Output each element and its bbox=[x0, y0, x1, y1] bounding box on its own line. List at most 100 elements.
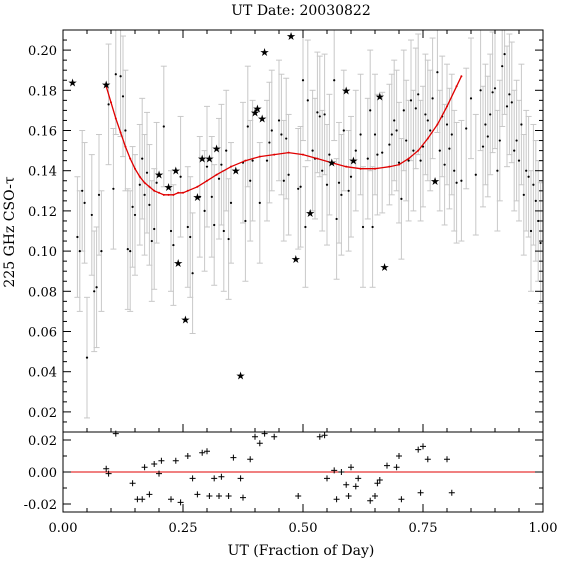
data-point bbox=[93, 290, 96, 293]
residual-point bbox=[199, 449, 206, 456]
residual-point bbox=[177, 499, 184, 506]
data-point bbox=[388, 143, 391, 146]
residual-point bbox=[184, 453, 191, 459]
fit-point bbox=[196, 185, 199, 188]
residual-point bbox=[158, 457, 165, 464]
data-point bbox=[445, 123, 449, 126]
data-point bbox=[481, 145, 485, 148]
data-point bbox=[153, 227, 156, 231]
star-point: ★ bbox=[101, 78, 111, 91]
data-point bbox=[517, 159, 521, 162]
data-point bbox=[301, 79, 305, 82]
residual-point bbox=[384, 462, 390, 469]
fit-point bbox=[129, 157, 132, 160]
data-point bbox=[268, 141, 271, 144]
fit-point bbox=[153, 189, 156, 192]
residual-point bbox=[218, 473, 225, 480]
residual-point bbox=[338, 469, 345, 475]
y-tick-label: 0.06 bbox=[28, 326, 57, 341]
data-point bbox=[141, 157, 144, 160]
data-point bbox=[515, 139, 518, 142]
star-point: ★ bbox=[430, 175, 440, 188]
residual-point bbox=[345, 493, 352, 499]
main-data-layer: ★ ★★★★★★★★★★★★★★★★★★★★★★★★★ bbox=[68, 30, 543, 419]
star-point: ★ bbox=[231, 165, 241, 178]
residual-point bbox=[448, 489, 455, 496]
fit-point bbox=[177, 191, 180, 194]
star-point: ★ bbox=[68, 76, 78, 89]
y-tick-label: 0.10 bbox=[28, 245, 57, 260]
fit-point bbox=[206, 179, 208, 182]
fit-point bbox=[345, 165, 348, 168]
residual-point bbox=[352, 483, 359, 490]
data-point bbox=[179, 175, 182, 178]
data-point bbox=[333, 79, 336, 82]
x-tick-label: 1.00 bbox=[529, 521, 558, 536]
data-point bbox=[520, 123, 523, 126]
data-point bbox=[474, 173, 477, 176]
residual-point bbox=[376, 477, 383, 483]
data-point bbox=[143, 193, 146, 196]
data-point bbox=[189, 235, 192, 239]
data-point bbox=[114, 73, 117, 76]
residual-point bbox=[271, 433, 278, 440]
residual-point bbox=[204, 448, 210, 455]
data-point bbox=[527, 175, 530, 178]
fit-point bbox=[148, 185, 151, 188]
data-point bbox=[107, 103, 110, 106]
y-tick-label: 0.04 bbox=[28, 366, 57, 381]
data-point bbox=[354, 149, 357, 152]
data-point bbox=[325, 183, 329, 186]
data-point bbox=[486, 135, 489, 138]
star-point: ★ bbox=[375, 90, 385, 103]
residual-point bbox=[324, 475, 330, 482]
data-point bbox=[424, 113, 427, 116]
data-point bbox=[498, 139, 501, 142]
x-tick-label: 0.75 bbox=[409, 521, 438, 536]
data-point bbox=[172, 243, 175, 247]
data-point bbox=[323, 113, 326, 116]
fit-point bbox=[158, 191, 160, 194]
data-point bbox=[429, 129, 432, 132]
data-point bbox=[371, 225, 374, 229]
fit-point bbox=[302, 153, 304, 156]
data-point bbox=[145, 171, 149, 174]
y-tick-label: 0.16 bbox=[28, 125, 57, 140]
fit-point bbox=[162, 193, 165, 196]
star-point: ★ bbox=[204, 153, 214, 166]
residual-point bbox=[415, 446, 422, 453]
chart-title: UT Date: 20030822 bbox=[231, 3, 371, 19]
residual-point bbox=[189, 475, 196, 482]
residual-point bbox=[146, 491, 153, 498]
star-point: ★ bbox=[171, 165, 181, 178]
data-point bbox=[217, 177, 221, 180]
data-point bbox=[359, 133, 362, 136]
residual-point bbox=[398, 496, 405, 503]
star-point: ★ bbox=[212, 143, 222, 156]
data-point bbox=[436, 71, 439, 74]
x-axis-label: UT (Fraction of Day) bbox=[228, 543, 375, 559]
data-point bbox=[342, 129, 345, 132]
data-point bbox=[505, 105, 509, 108]
data-point bbox=[409, 99, 413, 102]
data-point bbox=[282, 179, 285, 182]
data-point bbox=[249, 179, 252, 182]
residual-point bbox=[374, 480, 381, 487]
residual-point bbox=[237, 475, 244, 482]
residual-point bbox=[216, 493, 222, 499]
fit-point bbox=[114, 117, 117, 120]
data-point bbox=[121, 95, 125, 98]
data-point bbox=[213, 223, 216, 227]
star-point: ★ bbox=[291, 253, 301, 266]
data-point bbox=[414, 107, 417, 110]
fit-point bbox=[330, 161, 333, 164]
star-point: ★ bbox=[327, 157, 337, 170]
residual-point bbox=[156, 470, 162, 477]
x-tick-label: 0.50 bbox=[289, 521, 318, 536]
star-point: ★ bbox=[164, 181, 174, 194]
data-point bbox=[340, 193, 343, 196]
residual-y-tick-label: 0.02 bbox=[28, 434, 57, 449]
fit-point bbox=[105, 85, 108, 88]
star-point: ★ bbox=[252, 102, 262, 115]
